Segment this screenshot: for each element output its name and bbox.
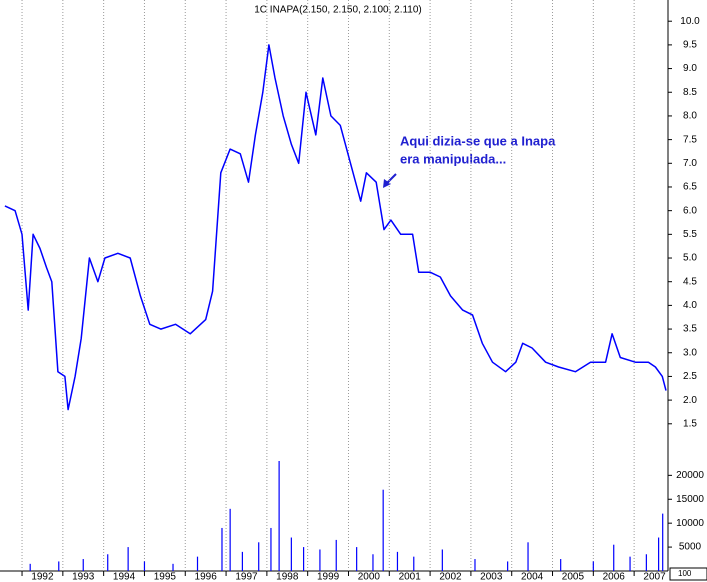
x-tick-label: 1996 bbox=[195, 572, 218, 582]
volume-bar bbox=[58, 561, 60, 571]
volume-bar bbox=[319, 549, 321, 571]
y-tick-label: 5.5 bbox=[683, 229, 697, 240]
volume-bar bbox=[82, 559, 84, 571]
y-tick-label: 1.5 bbox=[683, 418, 697, 429]
y-tick-label: 6.5 bbox=[683, 182, 697, 193]
x-tick-label: 2004 bbox=[521, 572, 544, 582]
volume-bar bbox=[29, 563, 31, 571]
y-tick-label: 8.0 bbox=[683, 111, 697, 122]
y-tick-label: 3.0 bbox=[683, 347, 697, 358]
x-tick-label: 2003 bbox=[480, 572, 503, 582]
annotation-arrow bbox=[383, 173, 397, 188]
volume-bar bbox=[302, 547, 305, 571]
volume-bar bbox=[270, 527, 272, 571]
x-tick-label: 2000 bbox=[358, 572, 381, 582]
volume-bar bbox=[396, 551, 399, 571]
y-tick-label: 15000 bbox=[676, 494, 704, 505]
x-tick-label: 1994 bbox=[113, 572, 136, 582]
x-tick-label: 1999 bbox=[317, 572, 340, 582]
x-tick-label: 2005 bbox=[562, 572, 585, 582]
x-tick-label: 1993 bbox=[72, 572, 95, 582]
y-tick-label: 10000 bbox=[676, 518, 704, 529]
volume-bar bbox=[127, 547, 129, 571]
volume-bar bbox=[107, 554, 109, 571]
volume-bar bbox=[258, 542, 260, 571]
y-tick-label: 10.0 bbox=[680, 16, 700, 27]
volume-unit: 100 bbox=[678, 569, 692, 578]
y-tick-label: 2.0 bbox=[683, 395, 697, 406]
x-tick-label: 1997 bbox=[235, 572, 258, 582]
price-line bbox=[4, 44, 667, 411]
y-tick-label: 8.5 bbox=[683, 87, 697, 98]
y-tick-label: 7.0 bbox=[683, 158, 697, 169]
volume-bar bbox=[662, 513, 664, 571]
x-tick-label: 1995 bbox=[154, 572, 177, 582]
plot-area: 1992 1993 1994 1995 1996 1997 1998 1999 2000 2001… bbox=[4, 0, 667, 582]
x-tick-label: 2007 bbox=[643, 572, 666, 582]
volume-bar bbox=[474, 559, 476, 571]
volume-bar bbox=[382, 489, 384, 571]
volume-bar bbox=[441, 549, 443, 571]
y-tick-label: 4.5 bbox=[683, 276, 697, 287]
volume-bar bbox=[413, 556, 415, 571]
y-tick-label: 9.0 bbox=[683, 63, 697, 74]
volume-bar bbox=[290, 537, 292, 571]
annotation: era manipulada... bbox=[400, 151, 506, 166]
volume-bar bbox=[278, 461, 280, 571]
y-tick-label: 6.0 bbox=[683, 205, 697, 216]
y-tick-label: 3.5 bbox=[683, 324, 697, 335]
y-tick-label: 4.0 bbox=[683, 300, 697, 311]
volume-bar bbox=[560, 559, 562, 571]
volume-bar bbox=[613, 544, 615, 571]
y-tick-label: 5.0 bbox=[683, 253, 697, 264]
volume-bar bbox=[372, 554, 374, 571]
y-tick-label: 5000 bbox=[679, 542, 702, 553]
y-tick-label: 9.5 bbox=[683, 40, 697, 51]
volume-bar bbox=[507, 561, 509, 571]
volume-bar bbox=[335, 539, 337, 571]
x-tick-label: 1992 bbox=[31, 572, 54, 582]
y-tick-label: 20000 bbox=[676, 470, 704, 481]
x-tick-label: 2001 bbox=[399, 572, 422, 582]
unit-box bbox=[669, 567, 707, 581]
y-tick-label: 7.5 bbox=[683, 134, 697, 145]
volume-bar bbox=[172, 563, 174, 571]
volume-bar bbox=[196, 556, 199, 571]
x-tick-label: 1998 bbox=[276, 572, 299, 582]
chart-title: 1C INAPA(2.150, 2.150, 2.100, 2.110) bbox=[254, 5, 422, 16]
volume-bar bbox=[229, 508, 231, 571]
volume-bar bbox=[221, 527, 223, 571]
x-tick-label: 2002 bbox=[439, 572, 462, 582]
x-tick-label: 2006 bbox=[603, 572, 626, 582]
volume-bar bbox=[592, 561, 594, 571]
volume-bar bbox=[356, 547, 358, 571]
y-tick-label: 2.5 bbox=[683, 371, 697, 382]
volume-bar bbox=[241, 551, 243, 571]
annotation: Aqui dizia-se que a Inapa bbox=[400, 133, 556, 148]
volume-bar bbox=[645, 554, 647, 571]
volume-bar bbox=[143, 561, 146, 571]
volume-bar bbox=[658, 537, 660, 571]
volume-bar bbox=[629, 556, 631, 571]
volume-bar bbox=[527, 542, 529, 571]
